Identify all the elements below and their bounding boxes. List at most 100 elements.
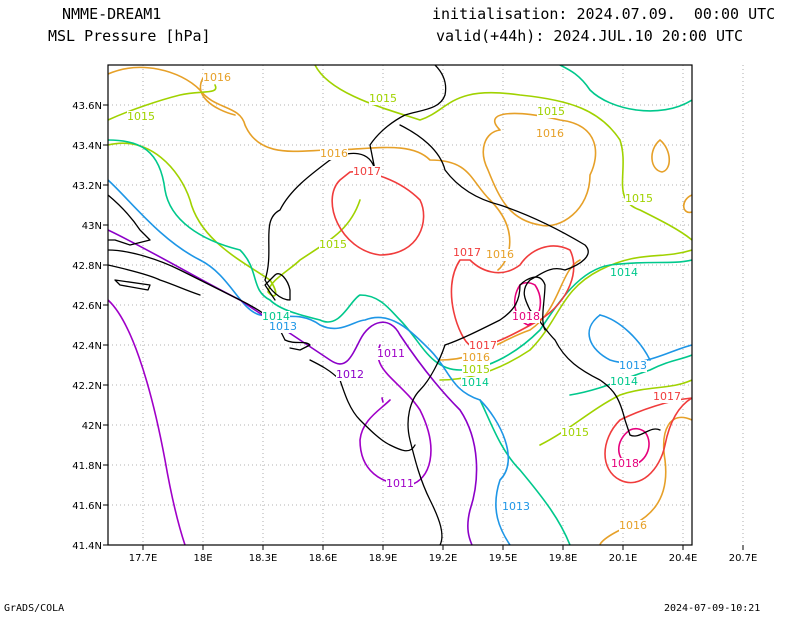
contour-label: 1015 [561,426,589,439]
contour-label-bg [320,148,348,160]
contour-label-bg [319,239,347,251]
isobar-1015 [314,65,692,241]
contour-label-bg [537,106,565,118]
axis-ticks: 17.7E 18E 18.3E 18.6E 18.9E 19.2E 19.5E 19.8E 20… [72,101,757,564]
contour-label-bg [336,369,364,381]
lon-tick-label: 20.4E [669,553,698,564]
contour-label-bg [127,111,155,123]
isobar-1017 [450,245,575,347]
isobar-1018 [617,427,650,466]
isobar-1013 [599,314,651,361]
contour-label: 1013 [502,500,530,513]
lon-tick-label: 18.3E [249,553,278,564]
contour-label-bg [377,348,405,360]
isobar-1011 [108,299,186,545]
contour-label: 1017 [653,390,681,403]
contour-label: 1015 [462,363,490,376]
contour-label: 1016 [619,519,647,532]
lat-tick-label: 42.8N [72,261,102,272]
contour-label-bg [512,311,540,323]
contour-label: 1015 [127,110,155,123]
isobar-1016 [482,112,597,227]
contour-label: 1016 [462,351,490,364]
isobar-1014 [569,354,692,396]
contour-label: 1016 [320,147,348,160]
contour-label: 1016 [536,127,564,140]
lon-tick-label: 19.8E [549,553,578,564]
model-title: NMME-DREAM1 [62,5,162,23]
contour-label-bg [353,166,381,178]
contour-label-bg [610,267,638,279]
isobar-1016 [651,139,671,173]
contour-label: 1017 [353,165,381,178]
lon-tick-label: 18.9E [369,553,398,564]
initialisation-time: initialisation: 2024.07.09. 00:00 UTC [432,5,776,23]
map-frame [107,64,693,546]
contour-label: 1013 [269,320,297,333]
lat-tick-label: 41.4N [72,541,102,552]
contour-label: 1014 [262,310,290,323]
contour-label-bg [619,520,647,532]
contour-label-bg [469,340,497,352]
contour-label: 1018 [611,457,639,470]
contour-label-bg [561,427,589,439]
contour-label-bg [502,501,530,513]
contour-label-bg [653,391,681,403]
contour-label-bg [610,376,638,388]
contour-label: 1012 [336,368,364,381]
lon-tick-label: 20.1E [609,553,638,564]
lat-tick-label: 41.8N [72,461,102,472]
lat-tick-label: 42.6N [72,301,102,312]
timestamp-label: 2024-07-09-10:21 [664,603,761,614]
contour-label-bg [262,311,290,323]
lat-tick-label: 42N [82,421,102,432]
isobar-1016 [599,416,692,545]
lat-tick-label: 43.4N [72,141,102,152]
lon-tick-label: 18E [193,553,212,564]
contour-label: 1017 [453,246,481,259]
contour-label: 1015 [369,92,397,105]
contour-label-bg [486,249,514,261]
lat-tick-label: 43N [82,221,102,232]
contour-label-bg [369,93,397,105]
contour-label-bg [611,458,639,470]
contour-label: 1014 [610,266,638,279]
lon-tick-label: 17.7E [129,553,158,564]
contour-label-bg [269,321,297,333]
contour-label: 1015 [319,238,347,251]
contour-label: 1018 [512,310,540,323]
lat-tick-label: 42.4N [72,341,102,352]
lon-tick-label: 19.5E [489,553,518,564]
valid-time: valid(+44h): 2024.JUL.10 20:00 UTC [436,27,744,45]
lat-tick-label: 43.6N [72,101,102,112]
contour-label: 1014 [610,375,638,388]
contour-label-bg [625,193,653,205]
isobar-1013 [588,314,692,364]
contour-label: 1011 [377,347,405,360]
isobar-1017 [604,397,692,484]
isobar-1015 [108,142,361,297]
isobar-1016 [682,194,692,214]
contour-label: 1016 [486,248,514,261]
isobar-1011 [381,397,384,403]
isobar-1014 [479,399,571,545]
field-title: MSL Pressure [hPa] [48,27,211,45]
lon-tick-label: 19.2E [429,553,458,564]
isobar-1013 [108,179,511,545]
contour-label: 1011 [386,477,414,490]
credit-label: GrADS/COLA [4,603,65,614]
contour-label: 1016 [203,71,231,84]
isobar-1017 [331,170,425,256]
lon-tick-label: 20.7E [729,553,758,564]
lat-tick-label: 43.2N [72,181,102,192]
contour-label-bg [453,247,481,259]
isobar-1016 [199,74,236,116]
contour-label: 1017 [469,339,497,352]
contour-label: 1015 [537,105,565,118]
contour-label-bg [203,72,231,84]
lat-tick-label: 42.2N [72,381,102,392]
contour-label-bg [536,128,564,140]
contour-label-bg [386,478,414,490]
